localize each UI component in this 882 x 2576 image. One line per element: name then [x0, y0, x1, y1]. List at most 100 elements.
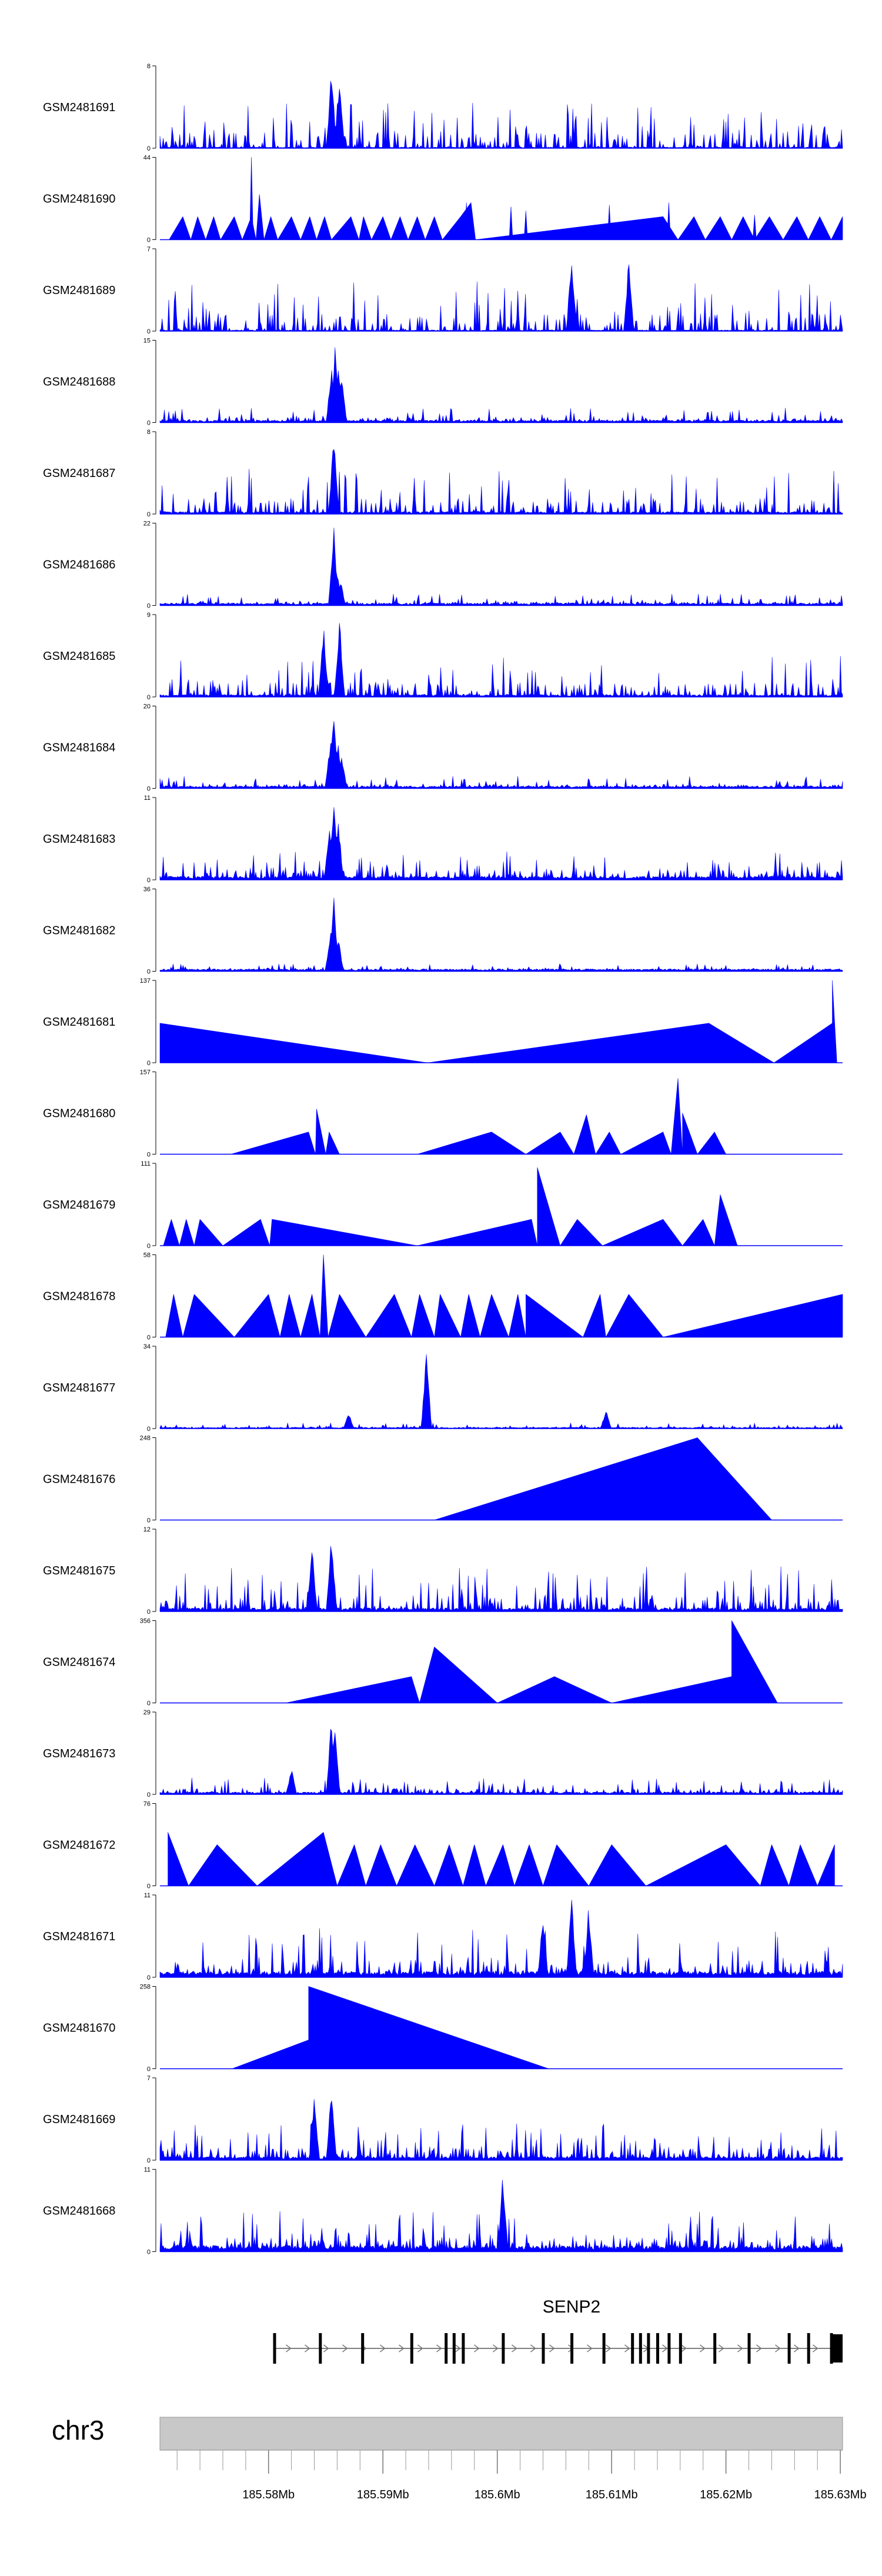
y-axis-zero-label: 0 [147, 1426, 151, 1433]
coverage-area [159, 1354, 843, 1429]
gene-exon [273, 2333, 276, 2364]
genome-axis-tick-label: 185.63Mb [814, 2488, 867, 2501]
genome-axis-tick-label: 185.59Mb [357, 2488, 409, 2501]
strand-chevron [286, 2344, 292, 2353]
strand-chevron [305, 2344, 310, 2353]
track-label: GSM2481691 [43, 101, 115, 114]
strand-chevron [719, 2344, 724, 2353]
y-axis-zero-label: 0 [147, 1609, 151, 1616]
genome-axis-tick-label: 185.6Mb [475, 2488, 520, 2501]
coverage-area [159, 897, 843, 972]
coverage-area [159, 1546, 843, 1612]
y-axis-max-label: 36 [143, 886, 151, 893]
coverage-area [159, 980, 837, 1063]
y-axis-max-label: 356 [140, 1618, 151, 1625]
track-label: GSM2481673 [43, 1747, 115, 1760]
coverage-area [159, 528, 843, 606]
gene-name: SENP2 [543, 2297, 600, 2317]
y-axis-max-label: 11 [144, 795, 151, 802]
y-axis-zero-label: 0 [147, 1517, 151, 1524]
track-label: GSM2481687 [43, 467, 115, 480]
coverage-area [159, 264, 843, 332]
strand-chevron [530, 2344, 536, 2353]
y-axis-max-label: 15 [143, 338, 151, 345]
coverage-area [159, 2180, 843, 2252]
coverage-area [159, 721, 843, 789]
coverage-area [232, 1986, 549, 2069]
gene-exon [647, 2333, 650, 2364]
strand-chevron [380, 2344, 386, 2353]
coverage-area [230, 1078, 726, 1154]
y-axis-zero-label: 0 [147, 1974, 151, 1981]
strand-chevron [662, 2344, 668, 2353]
coverage-area [285, 1620, 778, 1703]
track-label: GSM2481677 [43, 1382, 115, 1394]
track-label: GSM2481676 [43, 1473, 115, 1486]
track-label: GSM2481668 [43, 2205, 115, 2218]
coverage-area [159, 81, 843, 149]
y-axis-max-label: 58 [143, 1252, 151, 1259]
strand-chevron [323, 2344, 329, 2353]
gene-exon [570, 2333, 574, 2364]
gene-exon [410, 2333, 413, 2364]
strand-chevron [606, 2344, 612, 2353]
gene-exon [502, 2333, 505, 2364]
track-label: GSM2481682 [43, 925, 115, 937]
strand-chevron [342, 2344, 348, 2353]
track-label: GSM2481678 [43, 1290, 115, 1303]
y-axis-max-label: 111 [141, 1160, 151, 1167]
track-label: GSM2481675 [43, 1564, 115, 1577]
y-axis-zero-label: 0 [147, 328, 151, 335]
strand-chevron [417, 2344, 423, 2353]
strand-chevron [624, 2344, 630, 2353]
strand-chevron [737, 2344, 743, 2353]
y-axis-max-label: 7 [147, 246, 151, 253]
track-label: GSM2481683 [43, 833, 115, 846]
gene-exon [667, 2333, 671, 2364]
track-label: GSM2481681 [43, 1016, 115, 1029]
track-label: GSM2481674 [43, 1656, 115, 1669]
track-label: GSM2481688 [43, 376, 115, 389]
y-axis-zero-label: 0 [147, 511, 151, 518]
y-axis-zero-label: 0 [147, 2157, 151, 2164]
y-axis-zero-label: 0 [147, 1334, 151, 1342]
track-label: GSM2481671 [43, 1930, 115, 1943]
y-axis-max-label: 248 [140, 1435, 151, 1442]
y-axis-max-label: 8 [147, 429, 151, 436]
coverage-area [163, 1167, 738, 1246]
y-axis-max-label: 9 [147, 612, 151, 619]
y-axis-zero-label: 0 [147, 969, 151, 976]
track-label: GSM2481679 [43, 1199, 115, 1212]
coverage-area [159, 1900, 843, 1978]
y-axis-max-label: 11 [144, 1892, 151, 1899]
y-axis-zero-label: 0 [147, 1700, 151, 1707]
strand-chevron [493, 2344, 499, 2353]
y-axis-zero-label: 0 [147, 786, 151, 793]
y-axis-zero-label: 0 [147, 1883, 151, 1890]
strand-chevron [700, 2344, 706, 2353]
track-label: GSM2481669 [43, 2113, 115, 2126]
y-axis-max-label: 22 [143, 520, 151, 528]
coverage-area [165, 1254, 843, 1337]
strand-chevron [399, 2344, 405, 2353]
coverage-area [159, 623, 843, 698]
y-axis-max-label: 34 [143, 1343, 151, 1350]
gene-exon [602, 2333, 606, 2364]
track-label: GSM2481690 [43, 193, 115, 206]
y-axis-max-label: 20 [143, 703, 151, 710]
gene-exon [713, 2333, 717, 2364]
strand-chevron [436, 2344, 442, 2353]
coverage-area [159, 1729, 843, 1795]
gene-exon [452, 2333, 456, 2364]
y-axis-zero-label: 0 [147, 877, 151, 884]
y-axis-max-label: 44 [143, 155, 151, 162]
gene-exon [639, 2333, 642, 2364]
y-axis-zero-label: 0 [147, 145, 151, 152]
y-axis-max-label: 11 [144, 2167, 151, 2174]
genome-axis-tick-label: 185.61Mb [586, 2488, 638, 2501]
strand-chevron [512, 2344, 517, 2353]
gene-exon [542, 2333, 545, 2364]
gene-exon [747, 2333, 751, 2364]
coverage-area [169, 157, 843, 240]
coverage-area [159, 347, 843, 423]
